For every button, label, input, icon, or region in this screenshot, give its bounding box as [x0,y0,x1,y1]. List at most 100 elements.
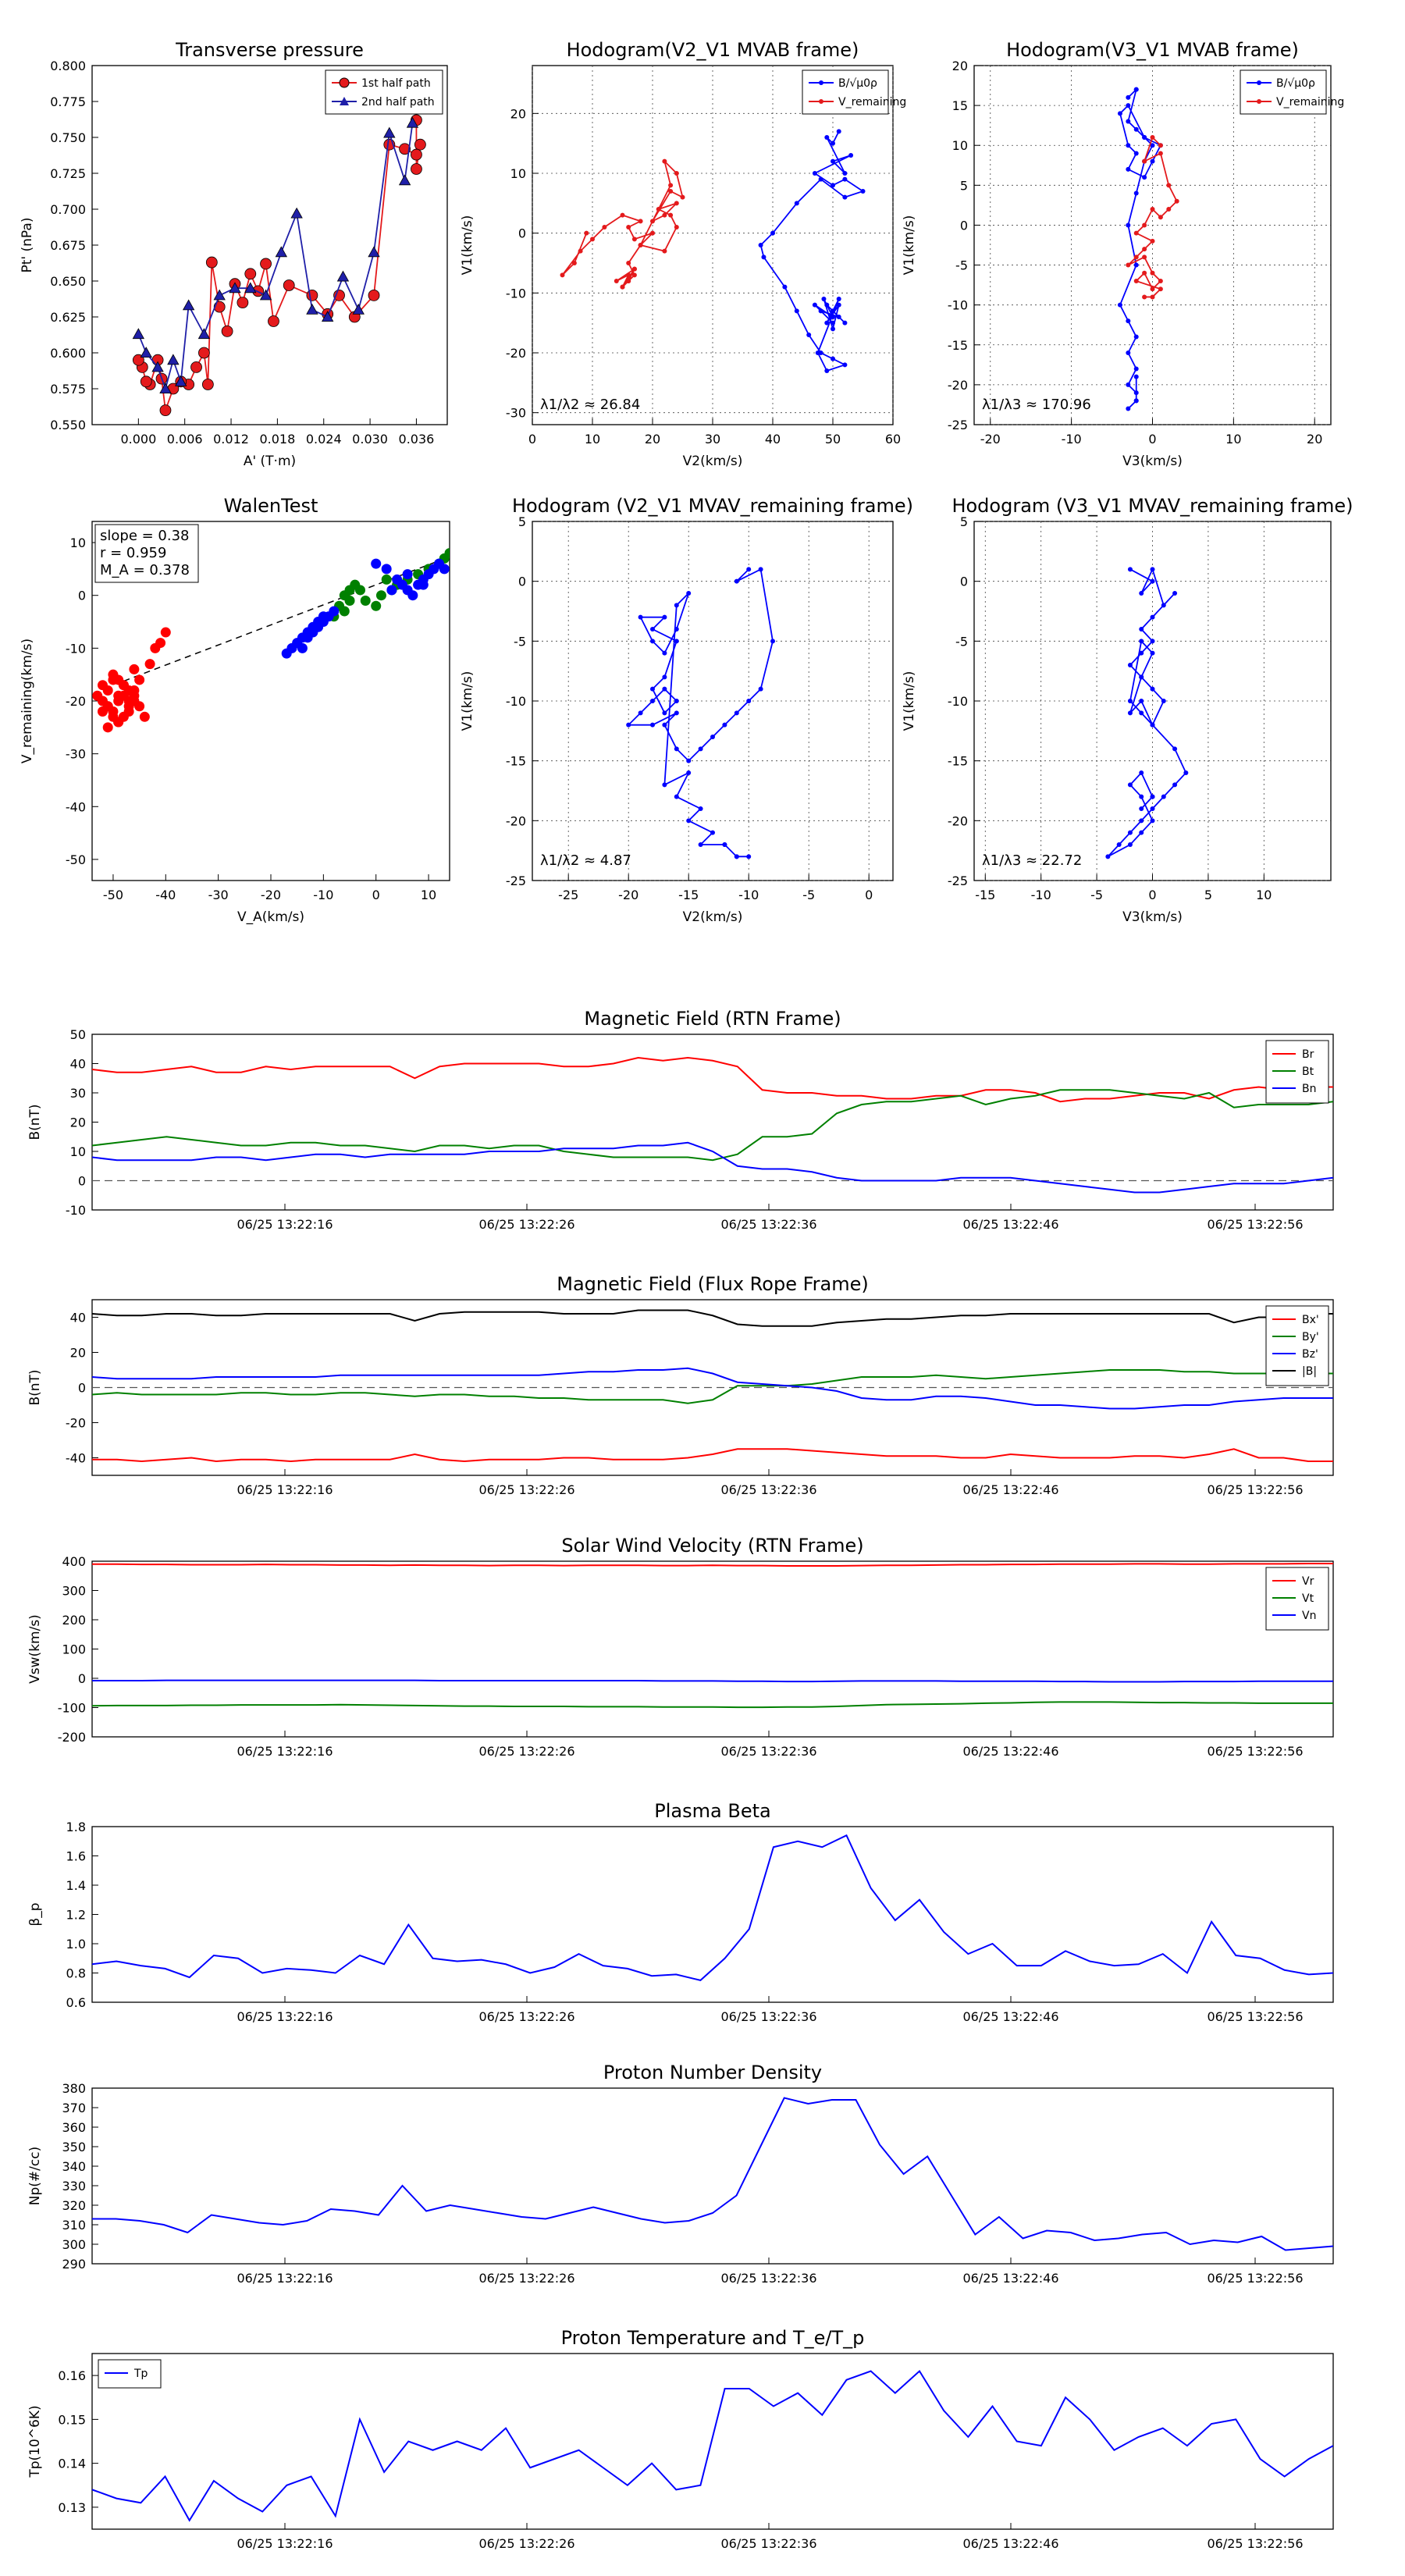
x-tick-label: -5 [1090,888,1103,902]
data-point [1133,190,1139,196]
data-point [638,243,643,247]
data-point [831,326,835,332]
vsw-chart: Solar Wind Velocity (RTN Frame) 06/25 13:… [27,1535,1334,1759]
y-tick-label: 10 [510,166,526,181]
x-tick-label: 06/25 13:22:56 [1207,1482,1303,1497]
chart-title: Solar Wind Velocity (RTN Frame) [561,1535,863,1557]
data-point [1158,286,1163,292]
x-tick-label: 06/25 13:22:46 [962,2009,1058,2024]
data-point [674,171,679,176]
legend-label: Vt [1302,1592,1314,1605]
legend-label: Tp [133,2368,148,2380]
y-tick-label: 0.6 [66,1995,86,2010]
data-point [1174,198,1179,204]
data-point [144,659,155,670]
stats-line: M_A = 0.378 [100,562,190,578]
data-point [836,315,841,319]
y-tick-label: 0 [960,575,968,589]
data-point [182,299,195,311]
data-point [139,711,150,722]
x-tick-label: 0 [865,888,873,902]
data-point [244,268,257,280]
data-point [201,379,214,390]
data-point [842,194,848,200]
y-axis-label: V1(km/s) [460,671,475,731]
x-tick-label: 06/25 13:22:36 [720,1217,816,1232]
y-tick-label: 0.13 [58,2500,86,2515]
x-tick-label: 06/25 13:22:26 [478,1744,574,1759]
plot-frame [91,1560,1334,1738]
mag_rtn-chart: Magnetic Field (RTN Frame) 06/25 13:22:16… [27,1008,1334,1232]
y-tick-label: 40 [70,1057,86,1072]
data-point [306,303,318,315]
y-tick-label: -30 [66,747,86,762]
data-point [1133,374,1139,379]
x-tick-label: 10 [421,888,436,902]
y-tick-label: 50 [70,1027,86,1042]
series-line [92,1309,1333,1327]
data-point [734,710,739,716]
data-point [662,710,667,716]
data-point [406,116,419,128]
data-point [662,248,667,254]
y-tick-label: 0.775 [50,94,86,109]
data-point [355,585,365,596]
data-point [368,289,380,301]
x-tick-label: -10 [738,888,759,902]
data-point [383,126,396,138]
legend-marker [819,99,823,104]
data-point [650,699,655,703]
data-point [1127,567,1133,572]
y-tick-label: -20 [66,1416,86,1431]
x-tick-label: 06/25 13:22:56 [1207,1744,1303,1759]
x-tick-label: 0.024 [306,432,342,447]
y-tick-label: 0.800 [50,59,86,73]
data-point [710,735,715,739]
data-point [1116,842,1122,847]
y-tick-label: 200 [62,1613,86,1628]
tp2-chart: Proton Temperature and T_e/T_p 06/25 13:2… [27,2327,1334,2551]
stats-line: r = 0.959 [100,545,166,561]
x-tick-label: -15 [678,888,699,902]
data-point [1158,279,1163,283]
plot-frame [91,2087,1334,2265]
data-point [1127,663,1133,667]
x-tick-label: -10 [1062,432,1082,447]
data-point [674,627,679,632]
y-tick-label: 0 [78,1174,86,1189]
legend-marker [340,97,349,105]
data-point [1142,294,1147,300]
x-tick-label: -50 [103,888,123,902]
y-axis-label: B(nT) [27,1369,43,1405]
data-point [1139,794,1144,799]
x-tick-label: 06/25 13:22:16 [237,2009,333,2024]
data-point [297,642,308,653]
chart-title: Proton Number Density [603,2062,822,2083]
x-tick-label: 0.000 [120,432,156,447]
data-point [1133,151,1139,156]
x-tick-label: 06/25 13:22:46 [962,2271,1058,2286]
y-tick-label: -50 [66,852,86,867]
data-point [123,706,134,717]
data-point [1127,830,1133,835]
data-point [1126,318,1131,324]
x-tick-label: 0.012 [213,432,249,447]
data-point [1150,686,1155,692]
y-tick-label: 320 [62,2198,86,2213]
y-axis-label: V1(km/s) [460,215,475,276]
data-point [631,237,637,242]
y-tick-label: 10 [70,535,86,550]
data-point [662,686,667,692]
y-tick-label: 5 [960,178,968,193]
data-point [674,699,679,703]
data-point [1158,215,1163,220]
data-point [399,143,411,155]
data-point [132,328,145,340]
data-point [1133,87,1139,92]
data-point [831,320,835,326]
x-tick-label: 10 [1256,888,1272,902]
legend-marker [819,80,823,85]
y-tick-label: 350 [62,2140,86,2154]
series-line [92,2097,1333,2251]
data-point [1126,262,1131,268]
